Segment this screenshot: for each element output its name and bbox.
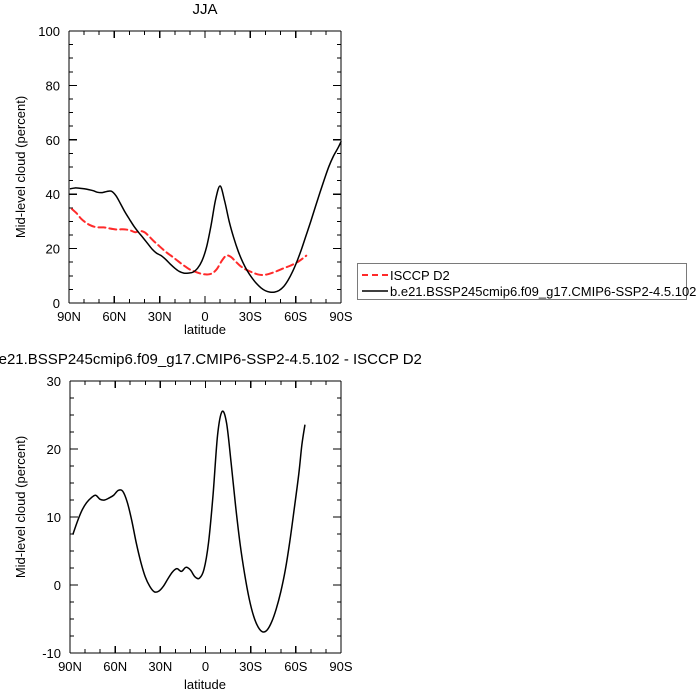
x-tick-label: 0: [202, 659, 209, 674]
y-tick-label: -10: [42, 646, 61, 661]
bottom-chart-series: [72, 410, 306, 633]
top-chart-title: JJA: [192, 1, 217, 18]
chart-series-line: [69, 140, 342, 294]
y-tick-label: 20: [46, 242, 60, 257]
x-tick-label: 90N: [57, 309, 81, 324]
y-tick-label: 0: [54, 578, 61, 593]
x-tick-label: 30S: [239, 659, 262, 674]
bottom-chart-panel: 90N 60N 30N 0 30S 60S 90S -10 0 10 20 30 Mid-level …: [13, 374, 353, 692]
y-tick-label: 40: [46, 187, 60, 202]
x-tick-label: 60N: [103, 659, 127, 674]
legend-label-model: b.e21.BSSP245cmip6.f09_g17.CMIP6-SSP2-4.…: [390, 284, 696, 299]
x-tick-label: 30N: [148, 659, 172, 674]
top-y-axis-label: Mid-level cloud (percent): [13, 96, 28, 238]
chart-legend[interactable]: ISCCP D2 b.e21.BSSP245cmip6.f09_g17.CMIP…: [357, 263, 697, 300]
top-chart-panel: JJA 90N 60N 30N 0 30S 60S 90S 0 20 40 60 80 100 Mid-…: [13, 1, 697, 337]
x-tick-label: 60S: [284, 309, 307, 324]
legend-border: [357, 263, 687, 300]
chart-series-line: [71, 208, 308, 276]
y-tick-label: 20: [47, 442, 61, 457]
bottom-chart-axes: 90N 60N 30N 0 30S 60S 90S -10 0 10 20 30: [42, 374, 353, 674]
top-chart-series: [69, 140, 342, 294]
x-tick-label: 90S: [329, 309, 352, 324]
y-tick-label: 100: [38, 24, 60, 39]
y-tick-label: 80: [46, 78, 60, 93]
x-tick-label: 30S: [239, 309, 262, 324]
bottom-y-axis-label: Mid-level cloud (percent): [13, 436, 28, 578]
y-tick-label: 10: [47, 510, 61, 525]
top-chart-axes: 90N 60N 30N 0 30S 60S 90S 0 20 40 60 80 100: [38, 24, 353, 324]
top-x-axis-label: latitude: [184, 322, 226, 337]
x-tick-label: 90N: [58, 659, 82, 674]
legend-label-isccp: ISCCP D2: [390, 268, 450, 283]
difference-chart-title: b.e21.BSSP245cmip6.f09_g17.CMIP6-SSP2-4.…: [0, 351, 422, 368]
x-tick-label: 60S: [284, 659, 307, 674]
y-tick-label: 30: [47, 374, 61, 389]
chart-series-line: [72, 410, 306, 633]
y-tick-label: 60: [46, 133, 60, 148]
x-tick-label: 30N: [148, 309, 172, 324]
x-tick-label: 90S: [329, 659, 352, 674]
y-tick-label: 0: [53, 296, 60, 311]
bottom-x-axis-label: latitude: [184, 677, 226, 692]
x-tick-label: 60N: [102, 309, 126, 324]
difference-title-strip: b.e21.BSSP245cmip6.f09_g17.CMIP6-SSP2-4.…: [0, 351, 422, 368]
x-tick-label: 0: [201, 309, 208, 324]
